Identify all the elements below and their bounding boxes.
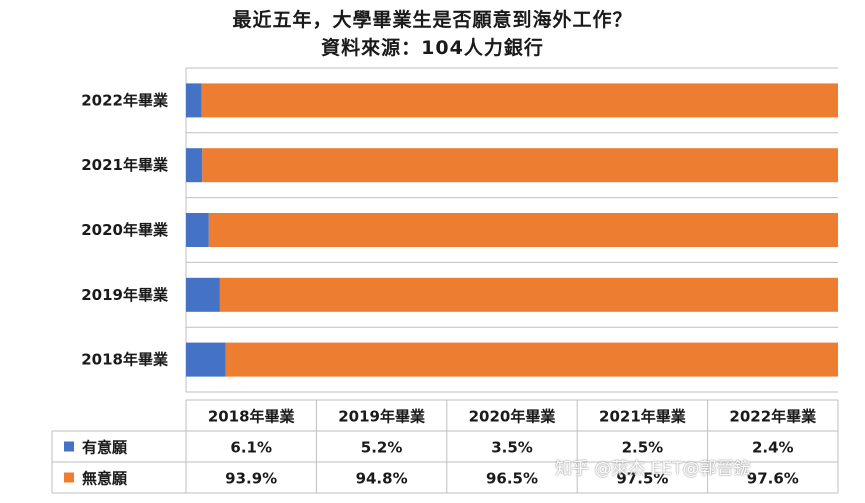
category-label: 2018年畢業 xyxy=(81,351,169,369)
data-label: 97.5% xyxy=(616,470,668,488)
bar-unwilling xyxy=(202,148,839,183)
chart-title-block: 最近五年，大學畢業生是否願意到海外工作？ 資料來源：104人力銀行 xyxy=(0,6,865,62)
table-header: 2019年畢業 xyxy=(338,408,426,426)
category-label: 2019年畢業 xyxy=(81,286,169,304)
data-label: 6.1% xyxy=(230,439,272,457)
category-label: 2022年畢業 xyxy=(81,91,169,109)
table-header: 2021年畢業 xyxy=(599,408,687,426)
chart-title: 最近五年，大學畢業生是否願意到海外工作？ xyxy=(232,9,633,31)
category-label: 2021年畢業 xyxy=(81,156,169,174)
data-label: 97.6% xyxy=(747,470,799,488)
data-label: 93.9% xyxy=(225,470,277,488)
bar-willing xyxy=(186,342,226,377)
table-header: 2018年畢業 xyxy=(208,408,296,426)
bar-unwilling xyxy=(201,83,838,118)
bar-willing xyxy=(186,213,209,247)
bar-willing xyxy=(186,148,203,183)
legend-label: 無意願 xyxy=(82,470,128,488)
data-label: 96.5% xyxy=(486,470,538,488)
chart-subtitle: 資料來源：104人力銀行 xyxy=(321,37,544,59)
bar-willing xyxy=(186,83,202,118)
data-label: 2.4% xyxy=(752,439,794,457)
data-label: 3.5% xyxy=(491,439,533,457)
legend-swatch xyxy=(64,441,74,452)
table-header: 2022年畢業 xyxy=(729,408,817,426)
bar-unwilling xyxy=(219,277,839,312)
bar-unwilling xyxy=(208,213,838,247)
legend-label: 有意願 xyxy=(82,439,128,457)
table-header: 2020年畢業 xyxy=(469,408,557,426)
bar-unwilling xyxy=(225,342,839,377)
data-label: 2.5% xyxy=(622,439,664,457)
legend-swatch xyxy=(64,472,74,483)
data-label: 5.2% xyxy=(361,439,403,457)
category-label: 2020年畢業 xyxy=(81,221,169,239)
data-label: 94.8% xyxy=(356,470,408,488)
watermark: 知乎 @萊杰 EET@郭晉鋐 xyxy=(555,459,751,479)
bar-willing xyxy=(186,277,220,312)
